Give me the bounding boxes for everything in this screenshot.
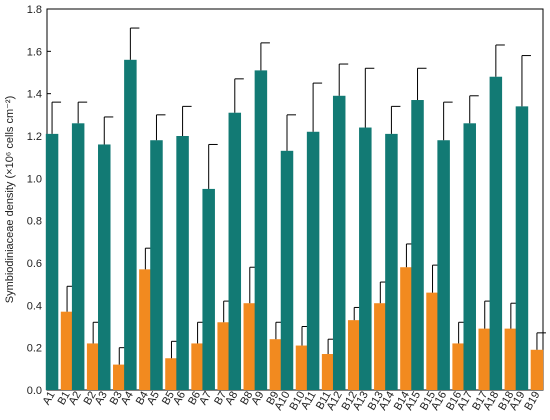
bar-b-3 xyxy=(113,364,126,390)
x-tick-label: A5 xyxy=(145,390,162,408)
x-tick-label: B2 xyxy=(82,390,99,408)
bar-a-8 xyxy=(228,112,242,390)
bar-a-9 xyxy=(254,70,268,390)
bar-a-6 xyxy=(176,136,189,390)
x-tick-label: A8 xyxy=(223,390,240,408)
bar-b-19 xyxy=(530,349,544,390)
y-tick-label: 0.0 xyxy=(27,385,42,397)
x-tick-label: B19 xyxy=(522,390,542,413)
bar-a-7 xyxy=(202,188,215,390)
y-tick-label: 0.2 xyxy=(27,343,42,355)
x-tick-label: A3 xyxy=(93,390,110,408)
bar-b-2 xyxy=(86,343,100,390)
x-tick-label: B3 xyxy=(108,390,125,408)
y-tick-label: 1.0 xyxy=(27,173,42,185)
bar-a-13 xyxy=(359,127,372,391)
bar-b-9 xyxy=(269,339,283,390)
bar-b-4 xyxy=(139,269,152,390)
bar-a-3 xyxy=(98,144,111,390)
bar-b-17 xyxy=(478,328,491,390)
bar-a-4 xyxy=(124,59,137,391)
bar-a-18 xyxy=(489,76,503,390)
x-tick-label: B6 xyxy=(186,390,203,408)
bar-b-12 xyxy=(347,320,361,390)
bar-b-15 xyxy=(426,292,439,390)
x-tick-label: A6 xyxy=(171,390,188,408)
y-axis-title: Symbiodiniaceae density (×10⁶ cells cm⁻²… xyxy=(4,96,16,304)
bar-a-14 xyxy=(385,133,398,390)
bar-a-2 xyxy=(71,123,85,391)
bar-b-10 xyxy=(295,345,309,390)
x-tick-label: A4 xyxy=(119,390,136,408)
x-tick-label: B7 xyxy=(212,390,229,408)
bar-a-12 xyxy=(332,95,346,391)
bar-b-5 xyxy=(165,358,178,390)
y-tick-label: 1.2 xyxy=(27,131,42,143)
bar-b-6 xyxy=(191,343,204,390)
y-tick-label: 0.8 xyxy=(27,216,42,228)
bar-a-5 xyxy=(150,140,163,390)
x-tick-label: B4 xyxy=(134,390,151,408)
bar-b-7 xyxy=(217,322,230,390)
bar-a-16 xyxy=(437,140,450,390)
bar-b-13 xyxy=(374,303,387,390)
bar-a-1 xyxy=(45,133,59,390)
bar-a-17 xyxy=(463,123,476,391)
bar-b-14 xyxy=(400,267,413,390)
bar-b-11 xyxy=(321,354,335,390)
x-axis: A1B1A2B2A3B3A4B4A5B5A6B6A7B7A8B8A9B9A10B… xyxy=(41,390,543,413)
x-tick-label: B5 xyxy=(160,390,177,408)
x-tick-label: A9 xyxy=(249,390,266,408)
x-tick-label: A7 xyxy=(197,390,214,408)
y-tick-label: 0.6 xyxy=(27,258,42,270)
bar-a-19 xyxy=(515,106,529,390)
y-tick-label: 1.8 xyxy=(27,4,42,16)
x-tick-label: A2 xyxy=(67,390,84,408)
bar-b-1 xyxy=(60,311,74,390)
bar-a-10 xyxy=(280,150,294,390)
x-tick-label: B8 xyxy=(238,390,255,408)
x-tick-label: B1 xyxy=(56,390,73,408)
bar-b-8 xyxy=(243,303,257,390)
y-tick-label: 0.4 xyxy=(27,300,42,312)
x-tick-label: B9 xyxy=(264,390,281,408)
x-tick-label: A1 xyxy=(41,390,58,408)
bars xyxy=(45,27,546,391)
bar-b-16 xyxy=(452,343,465,390)
bar-a-15 xyxy=(411,100,424,391)
bar-a-11 xyxy=(306,131,320,390)
y-tick-label: 1.4 xyxy=(27,89,42,101)
y-tick-label: 1.6 xyxy=(27,46,42,58)
bar-b-18 xyxy=(504,328,518,390)
